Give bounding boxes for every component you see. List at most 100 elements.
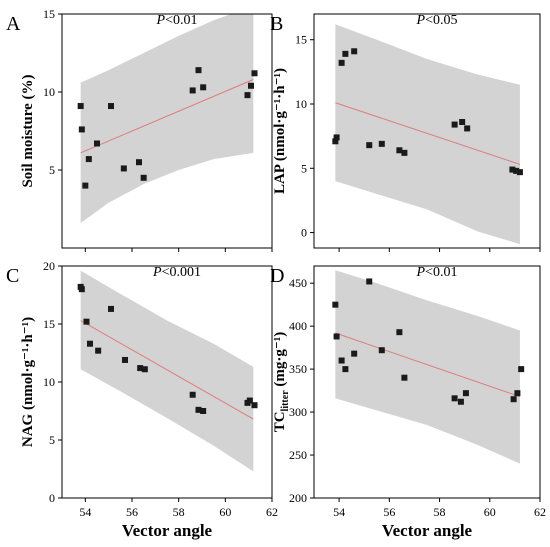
data-point-10 xyxy=(189,87,196,94)
data-point-8 xyxy=(396,147,403,154)
data-point-12 xyxy=(200,84,207,91)
trend-line xyxy=(80,79,254,154)
p-value-annotation: P<0.05 xyxy=(416,13,458,28)
y-axis-label: Soil moisture (%) xyxy=(20,74,36,187)
data-point-9 xyxy=(401,374,408,381)
data-point-13 xyxy=(244,92,251,99)
y-tick-label: 0 xyxy=(49,491,55,505)
data-point-12 xyxy=(464,125,471,132)
x-axis-label: Vector angle xyxy=(382,521,473,540)
plot-frame xyxy=(61,13,273,249)
data-point-1 xyxy=(332,138,339,145)
panel-letter: B xyxy=(270,13,283,35)
data-point-4 xyxy=(85,156,92,163)
x-tick-label: 56 xyxy=(126,505,138,519)
data-point-2 xyxy=(333,333,340,340)
data-point-7 xyxy=(120,165,127,172)
data-point-3 xyxy=(338,59,345,66)
data-point-11 xyxy=(195,406,202,413)
data-point-3 xyxy=(338,357,345,364)
trend-line xyxy=(335,332,521,398)
plot-frame xyxy=(313,265,541,499)
data-point-13 xyxy=(509,166,516,173)
data-point-15 xyxy=(251,402,258,409)
data-point-9 xyxy=(140,174,147,181)
data-point-6 xyxy=(366,142,373,149)
panel-B: 0 5 10 15 LAP (nmol·g⁻¹·h⁻¹) B P<0.05 xyxy=(270,13,541,252)
data-point-2 xyxy=(78,126,85,133)
y-tick-label: 350 xyxy=(289,362,307,376)
panel-C: 0 5 10 15 20 54 56 58 60 62 Vector angle NAG (nmol·… xyxy=(6,259,278,540)
confidence-band xyxy=(80,14,254,224)
x-tick-label: 56 xyxy=(383,505,395,519)
data-point-4 xyxy=(342,366,349,373)
y-axis-label: LAP (nmol·g⁻¹·h⁻¹) xyxy=(272,68,288,194)
data-point-4 xyxy=(342,50,349,57)
data-point-11 xyxy=(459,119,466,125)
y-tick-label: 10 xyxy=(295,97,307,111)
panel-letter: A xyxy=(6,13,21,35)
y-tick-label: 15 xyxy=(295,33,307,47)
confidence-band xyxy=(335,24,520,245)
confidence-band xyxy=(80,270,254,472)
y-tick-label: 20 xyxy=(43,259,55,273)
y-tick-label: 10 xyxy=(43,85,55,99)
y-tick-label: 450 xyxy=(289,276,307,290)
data-point-15 xyxy=(251,70,258,77)
y-tick-label: 5 xyxy=(301,161,307,175)
data-point-10 xyxy=(189,391,196,398)
data-point-12 xyxy=(462,390,469,397)
x-tick-label: 58 xyxy=(173,505,185,519)
data-point-14 xyxy=(246,397,253,404)
data-point-11 xyxy=(195,67,202,74)
data-point-14 xyxy=(514,390,521,397)
data-point-7 xyxy=(378,347,385,354)
data-point-15 xyxy=(518,366,525,373)
y-tick-label: 200 xyxy=(289,491,307,505)
data-point-3 xyxy=(82,182,89,189)
x-tick-label: 62 xyxy=(534,505,546,519)
data-point-6 xyxy=(108,103,114,110)
confidence-band xyxy=(335,270,520,464)
trend-line xyxy=(335,102,521,165)
x-tick-label: 62 xyxy=(266,505,278,519)
data-point-12 xyxy=(200,408,207,414)
data-point-2 xyxy=(78,286,85,293)
data-point-5 xyxy=(95,347,102,354)
trend-line xyxy=(80,320,254,420)
data-point-5 xyxy=(351,350,358,357)
data-point-5 xyxy=(94,140,100,147)
panel-D: 200 250 300 350 400 450 54 56 58 60 62 Vector angle… xyxy=(270,265,546,540)
y-tick-label: 5 xyxy=(49,433,55,447)
y-tick-label: 0 xyxy=(301,226,307,240)
data-point-14 xyxy=(513,167,520,174)
y-axis-label: TClitter (mg·g⁻¹) xyxy=(272,332,291,433)
plot-frame xyxy=(313,13,541,249)
y-tick-label: 15 xyxy=(43,7,55,21)
data-point-8 xyxy=(137,365,144,372)
y-tick-label: 250 xyxy=(289,448,307,462)
data-point-2 xyxy=(333,134,340,141)
y-tick-label: 5 xyxy=(49,163,55,177)
x-tick-label: 60 xyxy=(219,505,231,519)
data-point-7 xyxy=(378,140,385,147)
data-point-1 xyxy=(332,301,339,308)
data-point-10 xyxy=(451,395,458,402)
data-point-7 xyxy=(122,356,128,363)
data-point-13 xyxy=(510,396,517,403)
data-point-11 xyxy=(457,398,464,405)
data-point-6 xyxy=(108,305,114,312)
panel-letter: C xyxy=(6,265,19,287)
x-tick-label: 54 xyxy=(79,505,91,519)
p-value-annotation: P<0.01 xyxy=(416,265,458,280)
data-point-1 xyxy=(77,103,84,110)
x-axis-label: Vector angle xyxy=(122,521,213,540)
p-value-annotation: P<0.001 xyxy=(152,265,201,280)
panel-letter: D xyxy=(270,265,284,287)
y-tick-label: 10 xyxy=(43,375,55,389)
data-point-3 xyxy=(83,318,90,325)
data-point-4 xyxy=(87,340,93,347)
data-point-9 xyxy=(401,149,408,156)
data-point-6 xyxy=(366,278,373,285)
